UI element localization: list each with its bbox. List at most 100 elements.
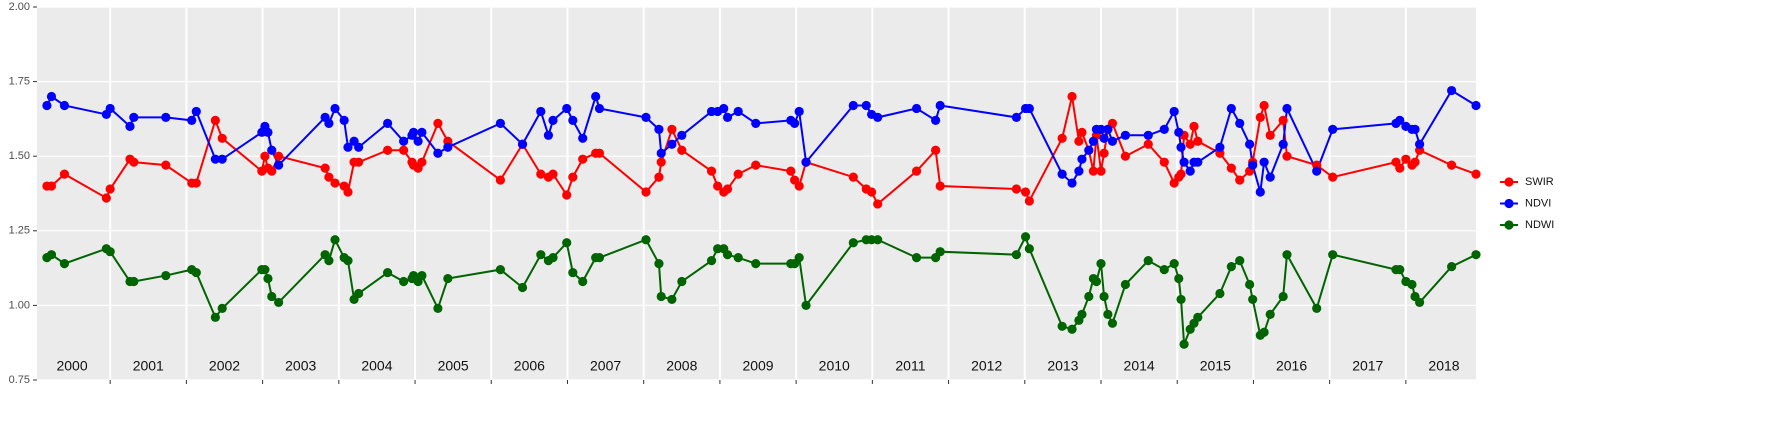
- data-point: [1215, 288, 1225, 299]
- data-point: [210, 312, 220, 322]
- data-point: [1328, 124, 1338, 134]
- data-point: [562, 238, 572, 248]
- data-point: [1471, 100, 1481, 111]
- data-point: [1282, 103, 1292, 114]
- data-point: [129, 276, 139, 287]
- data-point: [733, 253, 743, 263]
- data-point: [324, 172, 334, 182]
- x-tick-label: 2006: [514, 358, 545, 374]
- data-point: [848, 238, 858, 248]
- data-point: [578, 276, 588, 287]
- data-point: [383, 145, 393, 155]
- data-point: [1099, 148, 1109, 158]
- legend-key-point: [1504, 198, 1514, 209]
- data-point: [1159, 264, 1169, 275]
- data-point: [1255, 187, 1265, 197]
- data-point: [1193, 136, 1203, 146]
- data-point: [786, 166, 796, 176]
- data-point: [722, 250, 733, 260]
- data-point: [794, 181, 804, 191]
- data-point: [1159, 157, 1169, 167]
- data-point: [399, 276, 409, 287]
- data-point: [654, 259, 664, 269]
- x-tick-label: 2010: [819, 358, 850, 374]
- data-point: [548, 169, 558, 179]
- data-point: [274, 297, 284, 308]
- data-point: [1278, 139, 1288, 149]
- data-point: [260, 264, 270, 275]
- data-point: [654, 172, 664, 182]
- data-point: [1088, 136, 1098, 146]
- data-point: [1328, 250, 1338, 260]
- data-point: [1020, 232, 1031, 242]
- data-point: [1226, 262, 1236, 272]
- data-point: [1169, 259, 1179, 269]
- data-point: [443, 273, 453, 284]
- data-point: [274, 151, 284, 161]
- data-point: [517, 139, 528, 149]
- y-tick-label: 2.00: [9, 1, 30, 13]
- data-point: [1282, 250, 1292, 260]
- data-point: [1143, 130, 1153, 140]
- x-tick-label: 2018: [1428, 358, 1459, 374]
- data-point: [667, 294, 677, 305]
- data-point: [324, 118, 334, 128]
- data-point: [733, 169, 743, 179]
- data-point: [1265, 172, 1275, 182]
- data-point: [548, 115, 558, 125]
- data-point: [594, 253, 605, 263]
- data-point: [861, 100, 871, 111]
- data-point: [751, 118, 761, 128]
- data-point: [1176, 294, 1186, 305]
- data-point: [536, 106, 546, 117]
- data-point: [1057, 133, 1067, 143]
- data-point: [1103, 309, 1113, 319]
- data-point: [129, 112, 139, 123]
- data-point: [263, 127, 273, 137]
- data-point: [1174, 273, 1184, 284]
- data-point: [274, 160, 284, 170]
- data-point: [1020, 187, 1031, 197]
- data-point: [562, 103, 572, 114]
- data-point: [1011, 250, 1022, 260]
- data-point: [1312, 303, 1322, 313]
- data-point: [641, 187, 651, 197]
- data-point: [935, 247, 945, 257]
- data-point: [217, 133, 227, 143]
- data-point: [1226, 163, 1236, 173]
- y-tick-label: 0.75: [9, 374, 30, 386]
- data-point: [1084, 291, 1094, 302]
- data-point: [1067, 324, 1077, 334]
- data-point: [354, 157, 364, 167]
- data-point: [1414, 297, 1425, 308]
- data-point: [594, 148, 605, 158]
- data-point: [495, 118, 506, 128]
- x-tick-label: 2009: [742, 358, 773, 374]
- data-point: [343, 187, 353, 197]
- data-point: [1235, 118, 1245, 128]
- data-point: [1215, 142, 1225, 152]
- data-point: [911, 166, 922, 176]
- data-point: [931, 145, 941, 155]
- data-point: [536, 169, 546, 179]
- data-point: [1410, 124, 1420, 134]
- data-point: [433, 148, 443, 158]
- y-tick-label: 1.25: [9, 225, 30, 237]
- data-point: [1471, 169, 1481, 179]
- data-point: [339, 115, 349, 125]
- data-point: [1259, 157, 1269, 167]
- data-point: [656, 291, 666, 302]
- data-point: [1099, 133, 1109, 143]
- data-point: [59, 100, 70, 111]
- data-point: [1024, 244, 1034, 254]
- data-point: [873, 112, 883, 123]
- data-point: [1176, 169, 1186, 179]
- data-point: [848, 172, 858, 182]
- data-point: [161, 112, 171, 123]
- data-point: [260, 151, 270, 161]
- data-point: [42, 100, 52, 111]
- data-point: [1259, 327, 1269, 337]
- data-point: [733, 106, 743, 117]
- data-point: [1179, 157, 1189, 167]
- data-point: [656, 148, 666, 158]
